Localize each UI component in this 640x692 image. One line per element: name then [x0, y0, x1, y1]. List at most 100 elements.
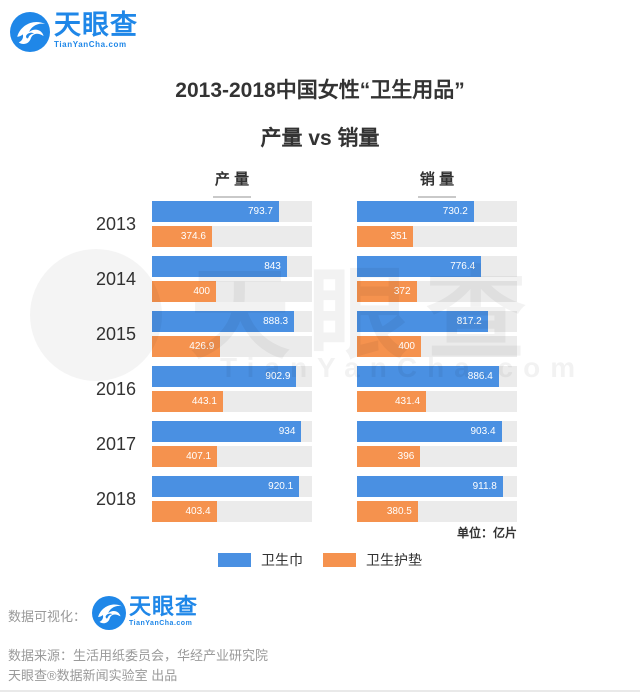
- sanitary-napkin-bar: 902.9: [152, 366, 297, 387]
- panty-liner-bar: 374.6: [152, 226, 212, 247]
- footer-brand-domain: TianYanCha.com: [129, 620, 193, 627]
- tianyancha-swirl-icon: [92, 596, 127, 635]
- brand-wordmark: 天眼查: [54, 10, 138, 40]
- sanitary-napkin-bar: 911.8: [357, 476, 503, 497]
- bar-value-label: 903.4: [470, 426, 496, 437]
- sanitary-napkin-bar: 793.7: [152, 201, 279, 222]
- bar-value-label: 426.9: [189, 341, 215, 352]
- bar-group-sales: 817.2 400: [357, 311, 517, 357]
- bar-track: 396: [357, 446, 517, 467]
- legend-label-sanitary-napkin: 卫生巾: [261, 552, 303, 568]
- bar-value-label: 372: [393, 286, 411, 297]
- bar-group-sales: 730.2 351: [357, 201, 517, 247]
- bar-track: 403.4: [152, 501, 312, 522]
- bar-value-label: 888.3: [263, 316, 289, 327]
- bar-value-label: 920.1: [268, 481, 294, 492]
- chart-row-2016: 2016 902.9 443.1 886.4 431.4: [0, 366, 517, 412]
- bar-track: 903.4: [357, 421, 517, 442]
- sanitary-napkin-bar: 776.4: [357, 256, 482, 277]
- chart-rows: 2013 793.7 374.6 730.2 351 2014 843 400 776.4 372…: [0, 201, 517, 531]
- chart-row-2013: 2013 793.7 374.6 730.2 351: [0, 201, 517, 247]
- panty-liner-bar: 431.4: [357, 391, 427, 412]
- legend: 卫生巾 卫生护垫: [0, 550, 640, 570]
- bar-value-label: 776.4: [450, 261, 476, 272]
- year-label: 2018: [95, 488, 136, 509]
- legend-swatch-sanitary-napkin: [218, 553, 251, 567]
- legend-swatch-panty-liner: [323, 553, 356, 567]
- brand-text: 天眼查 TianYanCha.com: [54, 12, 138, 49]
- panty-liner-bar: 400: [152, 281, 216, 302]
- panty-liner-bar: 407.1: [152, 446, 218, 467]
- bar-track: 426.9: [152, 336, 312, 357]
- footer-data-source: 数据来源：生活用纸委员会，华经产业研究院: [8, 648, 269, 663]
- year-label: 2013: [95, 213, 136, 234]
- bar-group-production: 843 400: [152, 256, 312, 302]
- bar-track: 902.9: [152, 366, 312, 387]
- bar-group-sales: 911.8 380.5: [357, 476, 517, 522]
- bar-track: 431.4: [357, 391, 517, 412]
- footer-produced-by: 天眼查®数据新闻实验室 出品: [8, 668, 178, 683]
- panty-liner-bar: 400: [357, 336, 421, 357]
- chart-row-2014: 2014 843 400 776.4 372: [0, 256, 517, 302]
- bar-group-production: 888.3 426.9: [152, 311, 312, 357]
- panty-liner-bar: 372: [357, 281, 417, 302]
- bar-value-label: 886.4: [467, 371, 493, 382]
- bar-track: 400: [152, 281, 312, 302]
- sanitary-napkin-bar: 817.2: [357, 311, 488, 332]
- bar-group-sales: 886.4 431.4: [357, 366, 517, 412]
- bar-track: 374.6: [152, 226, 312, 247]
- footer-visualization-label: 数据可视化：: [8, 609, 87, 624]
- bar-value-label: 843: [264, 261, 281, 272]
- bar-group-sales: 776.4 372: [357, 256, 517, 302]
- sanitary-napkin-bar: 730.2: [357, 201, 474, 222]
- sanitary-napkin-bar: 934: [152, 421, 302, 442]
- bar-value-label: 934: [278, 426, 296, 437]
- panty-liner-bar: 380.5: [357, 501, 418, 522]
- sanitary-napkin-bar: 903.4: [357, 421, 502, 442]
- bar-value-label: 443.1: [191, 396, 217, 407]
- bar-track: 407.1: [152, 446, 312, 467]
- production-header: 产 量: [152, 168, 312, 198]
- bar-track: 380.5: [357, 501, 517, 522]
- bar-value-label: 730.2: [442, 206, 468, 217]
- year-label: 2015: [95, 323, 136, 344]
- bar-track: 817.2: [357, 311, 517, 332]
- bar-value-label: 400: [398, 341, 415, 352]
- chart-row-2018: 2018 920.1 403.4 911.8 380.5: [0, 476, 517, 522]
- bar-value-label: 911.8: [472, 481, 497, 492]
- bar-track: 351: [357, 226, 517, 247]
- panty-liner-bar: 443.1: [152, 391, 223, 412]
- panty-liner-bar: 396: [357, 446, 421, 467]
- bar-track: 793.7: [152, 201, 312, 222]
- bar-track: 886.4: [357, 366, 517, 387]
- bar-group-sales: 903.4 396: [357, 421, 517, 467]
- sanitary-napkin-bar: 843: [152, 256, 287, 277]
- bar-group-production: 934 407.1: [152, 421, 312, 467]
- year-label: 2016: [95, 378, 136, 399]
- chart-row-2017: 2017 934 407.1 903.4 396: [0, 421, 517, 467]
- brand-logo: 天眼查 TianYanCha.com: [10, 12, 138, 52]
- bar-value-label: 396: [397, 451, 415, 462]
- bar-track: 934: [152, 421, 312, 442]
- bar-track: 400: [357, 336, 517, 357]
- column-headers: 产 量 销 量: [152, 168, 517, 198]
- bar-value-label: 793.7: [247, 206, 273, 217]
- panty-liner-bar: 426.9: [152, 336, 221, 357]
- bar-value-label: 407.1: [186, 451, 212, 462]
- bar-value-label: 817.2: [456, 316, 482, 327]
- bar-group-production: 920.1 403.4: [152, 476, 312, 522]
- unit-label: 单位：亿片: [456, 526, 517, 540]
- bar-value-label: 400: [193, 286, 210, 297]
- bar-value-label: 380.5: [386, 506, 412, 517]
- bar-group-production: 793.7 374.6: [152, 201, 312, 247]
- chart-row-2015: 2015 888.3 426.9 817.2 400: [0, 311, 517, 357]
- footer-brand-wordmark: 天眼查: [129, 594, 199, 619]
- sanitary-napkin-bar: 888.3: [152, 311, 295, 332]
- year-label: 2014: [95, 268, 136, 289]
- bar-track: 843: [152, 256, 312, 277]
- panty-liner-bar: 351: [357, 226, 414, 247]
- sanitary-napkin-bar: 920.1: [152, 476, 300, 497]
- year-label: 2017: [95, 433, 136, 454]
- panty-liner-bar: 403.4: [152, 501, 217, 522]
